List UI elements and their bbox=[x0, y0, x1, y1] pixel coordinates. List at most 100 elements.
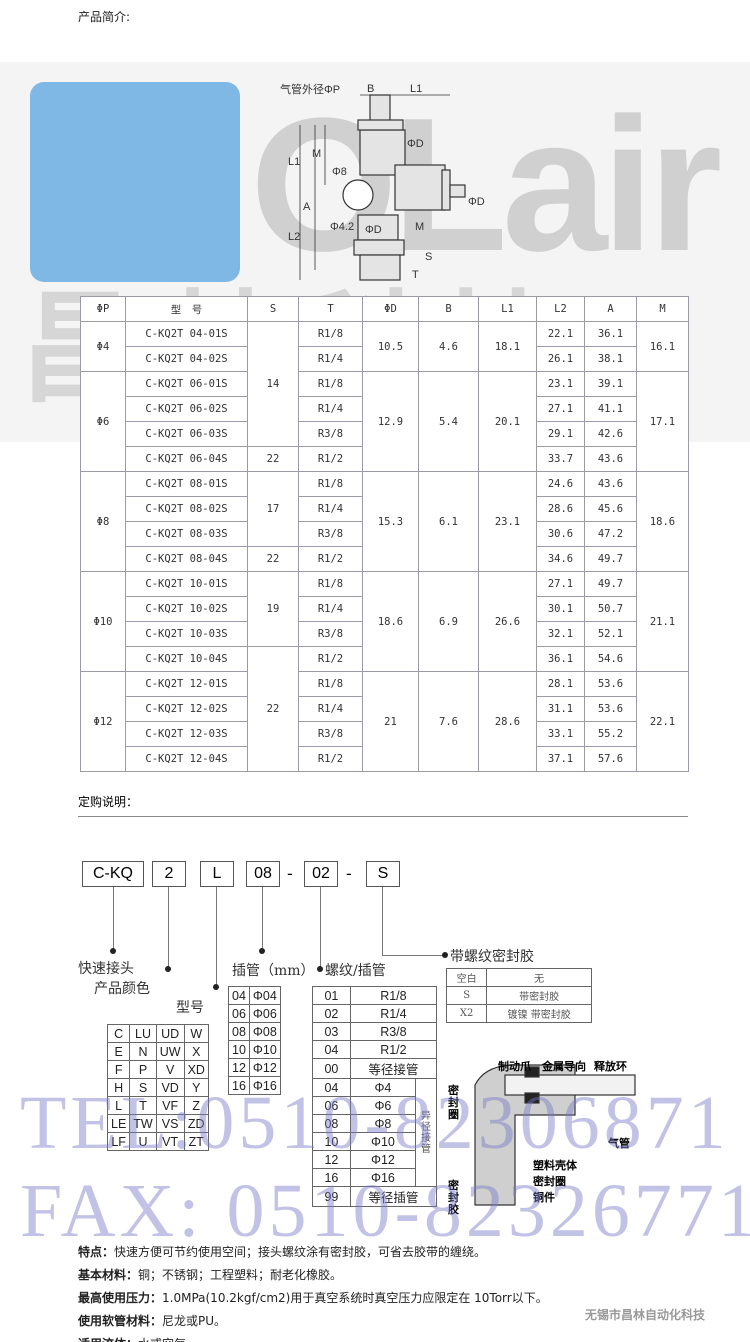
m2-label: M bbox=[415, 221, 424, 233]
tube-cell: 04 bbox=[228, 986, 250, 1005]
model-cell: C-KQ2T 10-01S bbox=[125, 571, 248, 597]
label-seal-left: 密封圈 bbox=[448, 1084, 459, 1121]
l2-cell: 27.1 bbox=[536, 396, 585, 422]
model-cell: C-KQ2T 12-02S bbox=[125, 696, 248, 722]
spec-table: ΦP 型 号 S T ΦD B L1 L2 A M Φ4 C-KQ2T 04-01S 14 R1/8 10.… bbox=[80, 296, 689, 772]
model-cell: E bbox=[106, 1042, 131, 1061]
feature-key: 特点： bbox=[78, 1245, 115, 1259]
model-cell: TW bbox=[129, 1114, 157, 1133]
sealant-row: 空白无 bbox=[445, 968, 592, 987]
model-cell: W bbox=[183, 1024, 209, 1043]
thread-value: R1/4 bbox=[349, 1004, 438, 1023]
l1-cell: 20.1 bbox=[478, 371, 537, 472]
tube-row: 16 Φ16 bbox=[228, 1076, 281, 1095]
a-cell: 49.7 bbox=[584, 546, 637, 572]
reducer-row: 10 Φ10 bbox=[312, 1132, 437, 1151]
thread-code: 03 bbox=[312, 1022, 351, 1041]
a-cell: 53.6 bbox=[584, 696, 637, 722]
d42-label: Φ4.2 bbox=[330, 221, 354, 233]
column-header: B bbox=[418, 296, 479, 322]
tube-od-cell: Φ12 bbox=[80, 671, 126, 772]
tube-cell: 06 bbox=[228, 1004, 250, 1023]
model-row: E N UW X bbox=[106, 1042, 209, 1061]
b-cell: 4.6 bbox=[418, 321, 479, 372]
b-label: B bbox=[367, 83, 374, 95]
tube-cell: 10 bbox=[228, 1040, 250, 1059]
table-row: C-KQ2T 10-03S R3/8 32.1 52.1 bbox=[81, 621, 689, 647]
label-tube-part: 气管 bbox=[608, 1137, 630, 1150]
feature-value: 1.0MPa(10.2kgf/cm2)用于真空系统时真空压力应限定在 10Tor… bbox=[162, 1291, 548, 1305]
thread-value: 等径插管 bbox=[349, 1186, 438, 1207]
a-cell: 42.6 bbox=[584, 421, 637, 447]
a-cell: 53.6 bbox=[584, 671, 637, 697]
thread-row: 00 等径接管 bbox=[312, 1058, 438, 1079]
thread-code: 04 bbox=[312, 1040, 351, 1059]
label-copper: 铜件 bbox=[533, 1191, 555, 1204]
thread-value: R3/8 bbox=[349, 1022, 438, 1041]
m-cell: 16.1 bbox=[636, 321, 689, 372]
l2-cell: 36.1 bbox=[536, 646, 585, 672]
model-cell: U bbox=[129, 1132, 157, 1151]
a-cell: 41.1 bbox=[584, 396, 637, 422]
model-cell: C-KQ2T 08-04S bbox=[125, 546, 248, 572]
model-cell: C-KQ2T 06-02S bbox=[125, 396, 248, 422]
thread-cell: R1/2 bbox=[298, 746, 363, 772]
s-cell: 19 bbox=[247, 571, 299, 647]
model-cell: C-KQ2T 06-03S bbox=[125, 421, 248, 447]
feature-line: 基本材料：铜；不锈钢；工程塑料；耐老化橡胶。 bbox=[78, 1266, 342, 1283]
table-row: Φ4 C-KQ2T 04-01S 14 R1/8 10.5 4.6 18.1 22.1 36.1… bbox=[80, 321, 689, 447]
table-row: C-KQ2T 12-02S R1/4 31.1 53.6 bbox=[81, 696, 689, 722]
divider bbox=[78, 816, 688, 817]
thread-cell: R1/2 bbox=[298, 546, 363, 572]
table-row: C-KQ2T 12-04S R1/2 37.1 57.6 bbox=[81, 746, 689, 772]
table-row: Φ10 C-KQ2T 10-01S 19 R1/8 18.6 6.9 26.6 27.1 49.… bbox=[80, 571, 689, 672]
column-header: T bbox=[298, 296, 363, 322]
model-cell: C-KQ2T 10-03S bbox=[125, 621, 248, 647]
a-cell: 43.6 bbox=[584, 446, 637, 472]
b-cell: 7.6 bbox=[418, 671, 479, 772]
l2-cell: 37.1 bbox=[536, 746, 585, 772]
l1v-label: L1 bbox=[288, 156, 300, 168]
model-cell: C-KQ2T 06-04S bbox=[125, 446, 248, 472]
l2-cell: 22.1 bbox=[536, 321, 585, 347]
m-label: M bbox=[312, 148, 321, 160]
od-cell: 12.9 bbox=[362, 371, 419, 472]
model-row: C LU UD W bbox=[106, 1024, 209, 1043]
sealant-cell: 镀镍 带密封胶 bbox=[486, 1004, 592, 1023]
model-row: L T VF Z bbox=[106, 1096, 209, 1115]
m-cell: 22.1 bbox=[636, 671, 689, 772]
watermark-tel: TEL:0510-82306871 bbox=[20, 1081, 730, 1165]
model-cell: ZT bbox=[183, 1132, 209, 1151]
od-cell: 10.5 bbox=[362, 321, 419, 372]
table-row: C-KQ2T 08-02S R1/4 28.6 45.6 bbox=[81, 496, 689, 522]
feature-key: 适用流体： bbox=[78, 1337, 138, 1342]
tube-od-cell: Φ10 bbox=[80, 571, 126, 672]
s-cell: 14 bbox=[247, 321, 299, 447]
a-cell: 36.1 bbox=[584, 321, 637, 347]
tube-cell: Φ08 bbox=[248, 1022, 281, 1041]
order-title: 定购说明： bbox=[78, 795, 139, 809]
column-header: L2 bbox=[536, 296, 585, 322]
model-cell: C-KQ2T 08-03S bbox=[125, 521, 248, 547]
a-cell: 39.1 bbox=[584, 371, 637, 397]
table-row: C-KQ2T 04-02S R1/4 26.1 38.1 bbox=[81, 346, 689, 372]
model-cell: C-KQ2T 12-04S bbox=[125, 746, 248, 772]
thread-row: 03 R3/8 bbox=[312, 1022, 438, 1041]
a-cell: 49.7 bbox=[584, 571, 637, 597]
od-label: ΦD bbox=[407, 138, 424, 150]
tube-row: 12 Φ12 bbox=[228, 1058, 281, 1077]
feature-line: 最高使用压力：1.0MPa(10.2kgf/cm2)用于真空系统时真空压力应限定… bbox=[78, 1289, 548, 1306]
feature-value: 铜；不锈钢；工程塑料；耐老化橡胶。 bbox=[138, 1268, 343, 1282]
od-cell: 21 bbox=[362, 671, 419, 772]
l2-cell: 27.1 bbox=[536, 571, 585, 597]
a-label: A bbox=[303, 201, 311, 213]
model-grid: C LU UD W E N UW X F P V XD H S VD Y L T VF Z LE TW VS ZD LF U VT Z… bbox=[106, 1024, 209, 1151]
tube-table: 04 Φ04 06 Φ06 08 Φ08 10 Φ10 12 Φ12 16 Φ16 bbox=[228, 986, 281, 1095]
s-cell: 22 bbox=[247, 646, 299, 772]
thread-row: 04 R1/2 bbox=[312, 1040, 438, 1059]
reducer-value: Φ12 bbox=[349, 1150, 417, 1169]
header-row: ΦP 型 号 S T ΦD B L1 L2 A M bbox=[80, 296, 689, 322]
separator: - bbox=[346, 864, 352, 883]
thread-cell: R3/8 bbox=[298, 421, 363, 447]
